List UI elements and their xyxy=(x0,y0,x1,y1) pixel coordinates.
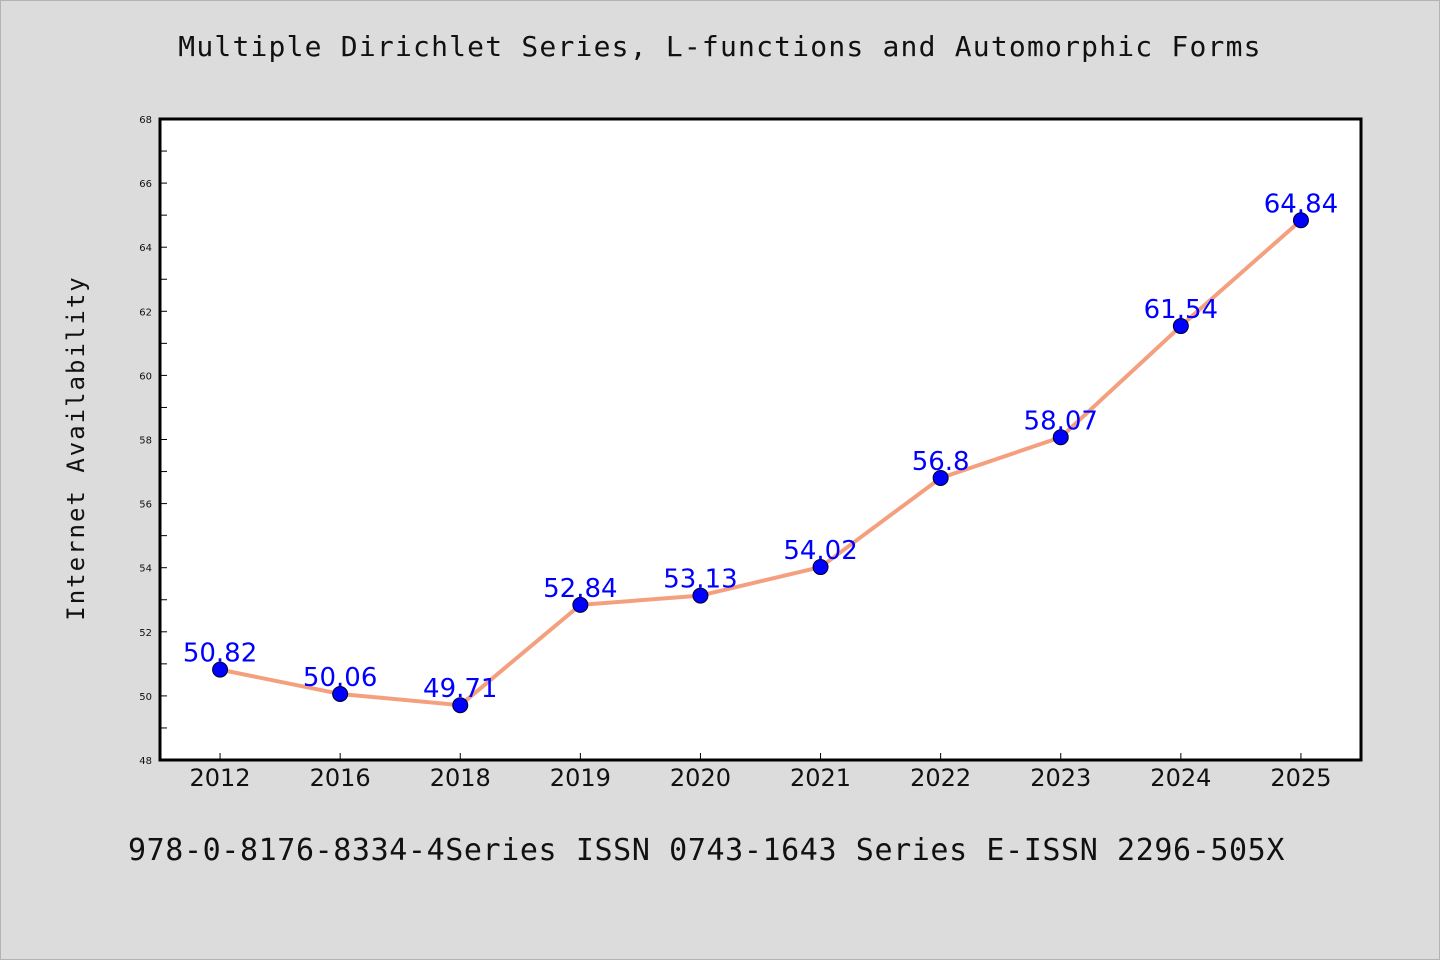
x-tick-label: 2020 xyxy=(670,764,731,792)
x-tick-label: 2012 xyxy=(190,764,251,792)
data-point xyxy=(932,469,949,486)
y-tick-label: 62 xyxy=(139,307,152,318)
x-tick-label: 2018 xyxy=(430,764,491,792)
data-labels: 50.82 50.06 49.71 52.84 53.13 54.02 56.8 58.07 6… xyxy=(183,189,1338,704)
x-tick-label: 2016 xyxy=(310,764,371,792)
plot-area xyxy=(158,117,1363,762)
data-point xyxy=(452,697,469,714)
data-point xyxy=(1052,429,1069,446)
data-label: 53.13 xyxy=(663,565,737,595)
x-tick-label: 2022 xyxy=(910,764,971,792)
data-label: 52.84 xyxy=(543,574,617,604)
data-point xyxy=(332,685,349,702)
y-axis: 48 50 52 54 56 58 60 62 64 66 68 xyxy=(139,115,167,767)
data-point xyxy=(692,587,709,604)
y-tick-label: 56 xyxy=(139,500,152,511)
y-tick-label: 50 xyxy=(139,692,152,703)
data-label: 49.71 xyxy=(423,674,497,704)
data-label: 54.02 xyxy=(783,536,857,566)
data-markers xyxy=(212,212,1309,714)
x-axis: 2012 2016 2018 2019 2020 2021 2022 2023 2024 2025 xyxy=(190,753,1331,792)
series-line xyxy=(219,218,1303,708)
y-tick-label: 66 xyxy=(139,179,152,190)
data-label: 50.82 xyxy=(183,639,257,669)
y-tick-label: 58 xyxy=(139,436,152,447)
data-label: 56.8 xyxy=(912,447,970,477)
data-point xyxy=(212,661,229,678)
data-point xyxy=(572,596,589,613)
data-point xyxy=(812,559,829,576)
footer-text: 978-0-8176-8334-4Series ISSN 0743-1643 S… xyxy=(127,833,1285,868)
x-tick-label: 2021 xyxy=(790,764,851,792)
data-label: 64.84 xyxy=(1264,189,1338,219)
y-tick-label: 64 xyxy=(139,243,152,254)
data-label: 58.07 xyxy=(1024,406,1098,436)
data-label: 61.54 xyxy=(1144,295,1218,325)
x-tick-label: 2019 xyxy=(550,764,611,792)
data-label: 50.06 xyxy=(303,663,377,693)
y-tick-label: 48 xyxy=(139,756,152,767)
x-tick-label: 2023 xyxy=(1030,764,1091,792)
x-tick-label: 2025 xyxy=(1270,764,1331,792)
chart-title: Multiple Dirichlet Series, L-functions a… xyxy=(178,30,1262,63)
y-tick-label: 60 xyxy=(139,371,152,382)
data-point xyxy=(1292,212,1309,229)
x-tick-label: 2024 xyxy=(1150,764,1211,792)
data-point xyxy=(1172,318,1189,335)
y-tick-label: 52 xyxy=(139,628,152,639)
y-tick-label: 54 xyxy=(139,564,152,575)
y-tick-label: 68 xyxy=(139,115,152,126)
